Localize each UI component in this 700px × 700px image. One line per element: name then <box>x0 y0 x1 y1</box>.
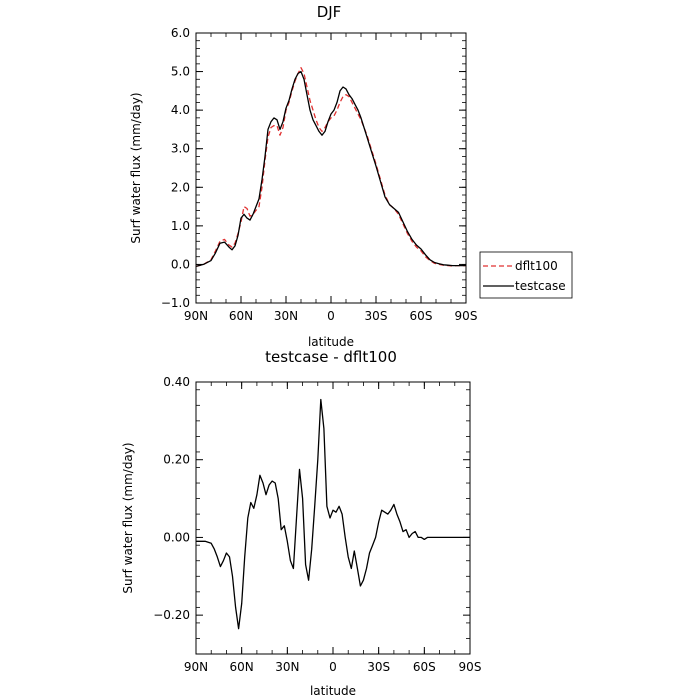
legend: dflt100 testcase <box>479 251 573 299</box>
y-tick-label: 0.0 <box>171 257 190 271</box>
y-tick-label: 0.40 <box>163 375 190 389</box>
x-tick-label: 30N <box>274 309 298 323</box>
x-axis-label: latitude <box>308 335 354 349</box>
x-tick-label: 0 <box>327 309 335 323</box>
y-tick-label: −1.0 <box>161 296 190 310</box>
y-tick-label: 0.20 <box>163 453 190 467</box>
chart-title: DJF <box>317 3 342 21</box>
x-tick-label: 0 <box>329 660 337 674</box>
series-line-dflt100 <box>195 67 466 268</box>
y-tick-label: 6.0 <box>171 26 190 40</box>
legend-box <box>479 251 573 299</box>
chart-difference: testcase - dflt100 −0.20 0.00 0.20 0.40 90N 6… <box>121 348 481 698</box>
tick-group: −1.0 0.0 1.0 2.0 3.0 4.0 5.0 6.0 90N 60N 30N 0 30S 60… <box>161 26 478 323</box>
x-tick-label: 90N <box>184 660 208 674</box>
x-tick-label: 60N <box>229 309 253 323</box>
plot-frame <box>195 32 467 304</box>
x-axis-label: latitude <box>310 684 356 698</box>
chart-title: testcase - dflt100 <box>265 348 397 366</box>
y-tick-label: 3.0 <box>171 142 190 156</box>
y-axis-label: Surf water flux (mm/day) <box>129 92 143 243</box>
x-tick-label: 30N <box>275 660 299 674</box>
y-tick-label: 1.0 <box>171 219 190 233</box>
plot-frame <box>195 381 471 655</box>
x-tick-label: 90S <box>455 309 478 323</box>
chart-djf: DJF −1.0 0.0 1.0 2.0 3.0 4.0 5.0 6.0 90N 60N 30N 0 3… <box>129 3 573 349</box>
series-line-series-0 <box>196 398 470 630</box>
x-tick-label: 60S <box>413 660 436 674</box>
x-tick-label: 30S <box>365 309 388 323</box>
legend-label-testcase: testcase <box>515 279 566 293</box>
y-tick-label: 4.0 <box>171 103 190 117</box>
y-tick-label: 2.0 <box>171 180 190 194</box>
y-axis-label: Surf water flux (mm/day) <box>121 442 135 593</box>
series-group <box>196 398 470 630</box>
series-line-testcase <box>195 70 466 268</box>
tick-group: −0.20 0.00 0.20 0.40 90N 60N 30N 0 30S 60S 90S <box>153 375 481 674</box>
series-group <box>195 67 466 268</box>
x-tick-label: 30S <box>367 660 390 674</box>
y-tick-label: 0.00 <box>163 530 190 544</box>
x-tick-label: 60S <box>410 309 433 323</box>
x-tick-label: 90S <box>459 660 482 674</box>
legend-label-dflt100: dflt100 <box>515 259 558 273</box>
y-tick-label: −0.20 <box>153 608 190 622</box>
x-tick-label: 90N <box>184 309 208 323</box>
y-tick-label: 5.0 <box>171 65 190 79</box>
x-tick-label: 60N <box>230 660 254 674</box>
